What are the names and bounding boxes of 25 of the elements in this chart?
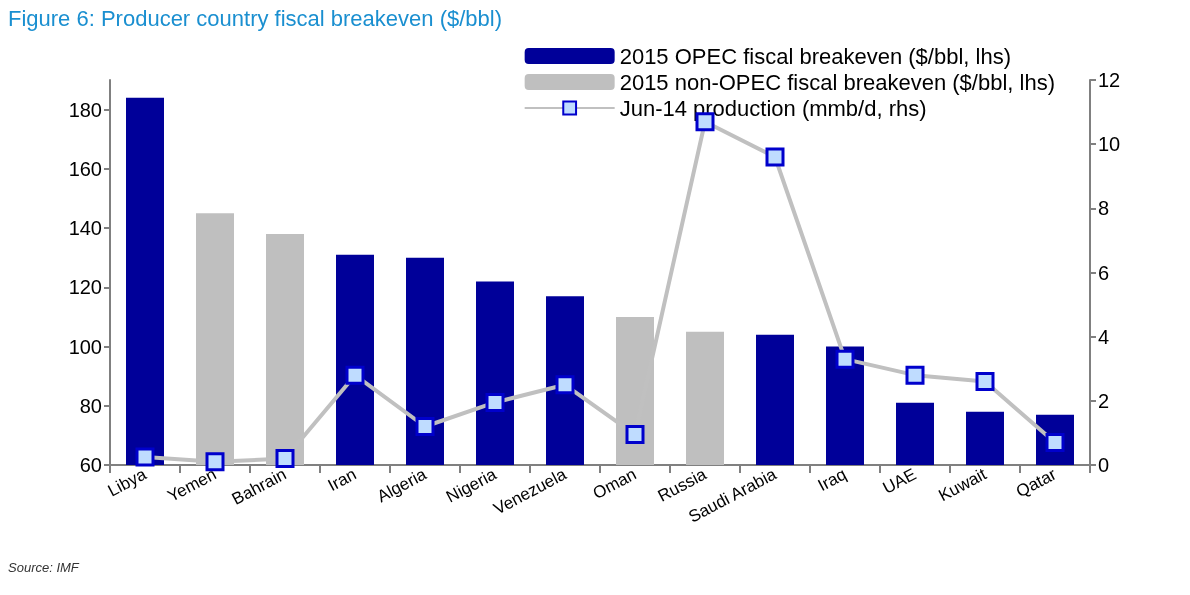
y2-tick-label: 2	[1098, 389, 1110, 412]
y-tick-label: 160	[68, 157, 102, 180]
legend-label: 2015 non-OPEC fiscal breakeven ($/bbl, lhs)	[619, 69, 1056, 95]
x-tick-label: Oman	[589, 464, 640, 504]
y-tick-label: 120	[68, 276, 102, 299]
y-tick-label: 100	[68, 335, 102, 358]
y2-tick-label: 4	[1098, 325, 1110, 348]
x-tick-label: UAE	[879, 464, 920, 498]
y2-tick-label: 8	[1098, 197, 1110, 220]
x-tick-label: Qatar	[1013, 464, 1060, 502]
y2-tick-label: 10	[1098, 133, 1121, 156]
y2-tick-label: 12	[1098, 69, 1121, 91]
chart-title: Figure 6: Producer country fiscal breakeven ($/bbl)	[8, 6, 503, 32]
legend-label: 2015 OPEC fiscal breakeven ($/bbl, lhs)	[619, 43, 1011, 69]
x-tick-label: Libya	[104, 464, 150, 501]
legend-label: Jun-14 production (mmb/d, rhs)	[619, 95, 927, 121]
y-tick-label: 180	[68, 98, 102, 121]
y2-tick-label: 0	[1098, 454, 1110, 476]
x-tick-label: Iran	[324, 464, 360, 496]
y-tick-label: 60	[79, 454, 102, 476]
y-tick-label: 140	[68, 217, 102, 240]
y-tick-label: 80	[79, 394, 102, 417]
source-note: Source: IMF	[8, 560, 79, 575]
y2-tick-label: 6	[1098, 261, 1110, 284]
x-tick-label: Iraq	[814, 464, 850, 496]
